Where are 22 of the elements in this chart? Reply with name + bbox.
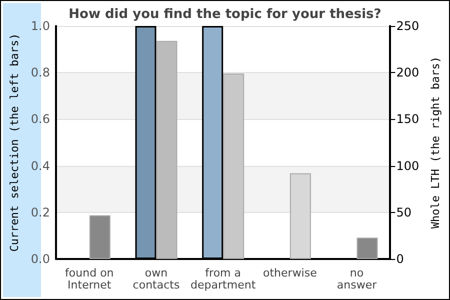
y2-tick-label: 100 bbox=[396, 158, 420, 173]
y-tick-label: 0.2 bbox=[30, 205, 50, 220]
bar bbox=[356, 238, 378, 259]
y2-tick-label: 0 bbox=[396, 252, 404, 266]
x-tick-label: no answer bbox=[336, 266, 378, 292]
y2-tick-label: 200 bbox=[396, 66, 420, 80]
y2-tick-label: 250 bbox=[396, 19, 420, 33]
chart-title: How did you find the topic for your thesis? bbox=[68, 7, 382, 22]
x-tick-label: own contacts bbox=[132, 266, 180, 292]
y-tick-label: 0.8 bbox=[30, 66, 50, 80]
y2-tick-label: 50 bbox=[396, 205, 412, 220]
x-tick-label: otherwise bbox=[263, 266, 318, 280]
y-tick-label: 0.6 bbox=[30, 112, 50, 126]
y2-axis-title: Whole LTH (the right bars) bbox=[429, 56, 442, 229]
y-tick-label: 1.0 bbox=[30, 19, 50, 33]
y-axis-title: Current selection (the left bars) bbox=[8, 33, 21, 252]
x-tick-label: from a department bbox=[190, 266, 256, 292]
y-tick-label: 0.0 bbox=[30, 252, 50, 266]
x-tick-label: found on Internet bbox=[65, 266, 114, 292]
y-tick-label: 0.4 bbox=[30, 158, 50, 173]
bar bbox=[89, 215, 110, 259]
y2-tick-label: 150 bbox=[396, 112, 420, 126]
